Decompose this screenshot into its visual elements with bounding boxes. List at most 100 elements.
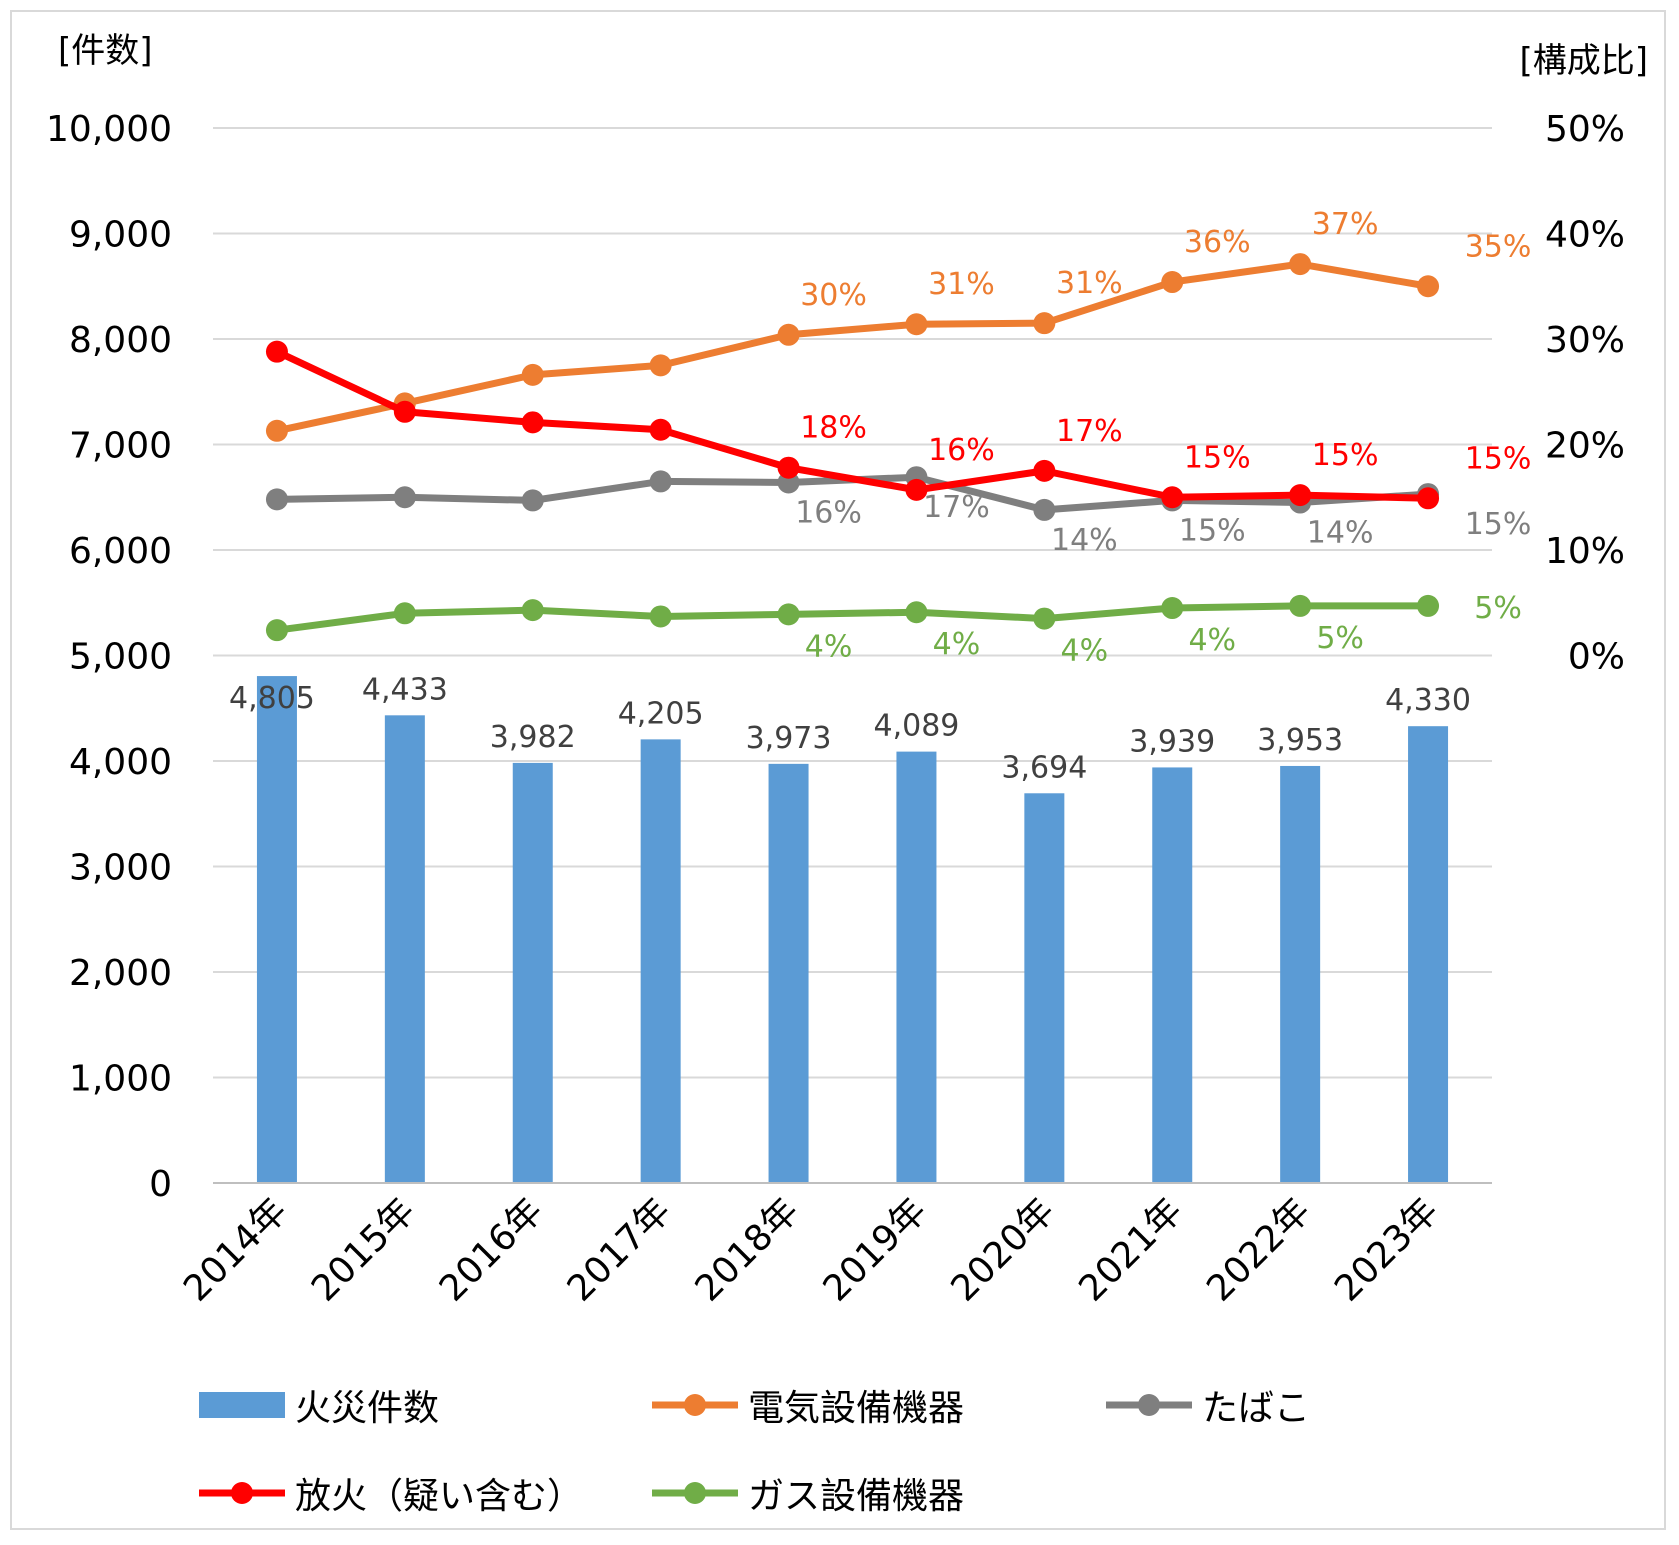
left-tick-label: 5,000 [69,637,172,678]
right-tick-label: 10% [1545,531,1625,572]
right-axis-unit: [構成比] [1519,41,1648,81]
bar [640,739,681,1183]
line-series [265,253,1440,642]
series-value-label-gas: 4% [933,627,981,662]
series-value-label-electric: 31% [928,267,995,302]
series-value-label-tobacco: 14% [1051,523,1118,558]
series-point-tobacco [393,486,416,509]
legend-label: 電気設備機器 [748,1388,964,1429]
series-point-arson [1417,487,1440,510]
series-point-arson [265,340,288,363]
series-value-label-gas: 4% [1061,634,1109,669]
left-tick-label: 1,000 [69,1059,172,1100]
category-label: 2014年 [176,1190,295,1309]
category-label: 2017年 [560,1190,679,1309]
legend-label: たばこ [1202,1388,1310,1429]
left-tick-label: 7,000 [69,426,172,467]
series-value-label-arson: 15% [1312,438,1379,473]
left-axis-unit: [件数] [58,31,153,71]
left-tick-label: 9,000 [69,215,172,256]
series-point-gas [1161,597,1184,620]
data-labels: 4,805 4,433 3,982 4,205 3,973 4,089 3,694 3,939… [229,207,1531,785]
right-tick-label: 20% [1545,426,1625,467]
bar-value-label: 3,953 [1257,723,1343,758]
legend-label: 放火（疑い含む） [295,1476,583,1517]
series-point-gas [521,599,544,622]
legend-item: ガス設備機器 [652,1476,964,1517]
legend-marker [684,1482,706,1504]
series-point-tobacco [649,470,672,493]
left-tick-label: 10,000 [46,109,172,150]
legend-item: 放火（疑い含む） [199,1476,583,1517]
legend-marker [231,1482,253,1504]
series-point-electric [521,363,544,386]
category-label: 2019年 [816,1190,935,1309]
series-point-electric [1417,275,1440,298]
category-label: 2023年 [1327,1190,1446,1309]
series-value-label-electric: 36% [1184,225,1251,260]
legend-marker [1138,1394,1160,1416]
series-line-electric [276,260,1429,435]
right-tick-label: 0% [1568,637,1625,678]
series-value-label-electric: 30% [800,278,867,313]
series-point-arson [521,411,544,434]
series-value-label-arson: 16% [928,433,995,468]
series-point-electric [649,354,672,377]
series-value-label-arson: 17% [1056,414,1123,449]
legend-swatch [199,1392,285,1418]
right-tick-label: 50% [1545,109,1625,150]
bar-value-label: 3,939 [1129,724,1215,759]
series-point-gas [649,605,672,628]
bar [768,763,809,1183]
bar [1408,726,1449,1183]
series-point-gas [265,619,288,642]
series-point-electric [1289,253,1312,276]
category-label: 2015年 [304,1190,423,1309]
bar [1024,793,1065,1183]
series-value-label-tobacco: 14% [1307,516,1374,551]
series-value-label-arson: 18% [800,411,867,446]
bar-value-label: 4,205 [618,696,704,731]
bar-value-label: 3,973 [746,721,832,756]
right-tick-label: 40% [1545,215,1625,256]
series-value-label-arson: 15% [1465,441,1532,476]
right-tick-label: 30% [1545,320,1625,361]
series-arson [265,340,1440,510]
series-point-gas [1289,594,1312,617]
series-point-arson [905,478,928,501]
series-value-label-electric: 37% [1312,207,1379,242]
series-point-electric [777,323,800,346]
bar [1280,765,1321,1183]
legend-label: 火災件数 [295,1388,439,1429]
series-value-label-gas: 5% [1474,591,1522,626]
legend-marker [684,1394,706,1416]
bar-value-label: 4,330 [1385,683,1471,718]
series-point-gas [393,602,416,625]
series-value-label-electric: 31% [1056,266,1123,301]
bar-value-label: 4,805 [229,681,315,716]
series-value-label-electric: 35% [1465,229,1532,264]
series-value-label-tobacco: 15% [1465,507,1532,542]
category-label: 2021年 [1071,1190,1190,1309]
series-value-label-tobacco: 16% [795,495,862,530]
series-point-arson [649,418,672,441]
series-point-gas [1033,607,1056,630]
series-line-arson [275,348,1429,502]
legend-item: 火災件数 [199,1388,439,1429]
legend-item: 電気設備機器 [652,1388,964,1429]
series-value-label-tobacco: 17% [923,490,990,525]
bar [384,715,425,1183]
series-point-arson [393,400,416,423]
series-value-label-gas: 5% [1316,621,1364,656]
legend-item: たばこ [1106,1388,1310,1429]
left-tick-label: 8,000 [69,320,172,361]
category-label: 2016年 [432,1190,551,1309]
left-tick-label: 0 [149,1164,172,1205]
series-point-arson [1033,459,1056,482]
series-point-electric [905,313,928,336]
left-tick-label: 3,000 [69,848,172,889]
series-point-gas [1417,594,1440,617]
bar-value-label: 3,694 [1001,750,1087,785]
series-point-electric [1161,271,1184,294]
